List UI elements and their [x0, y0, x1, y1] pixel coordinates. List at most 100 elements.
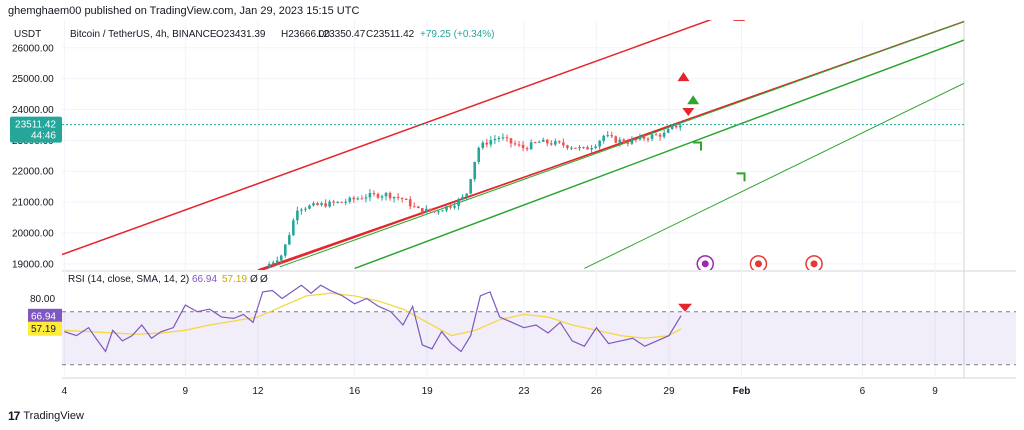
candle-body: [594, 146, 597, 148]
candle-body: [642, 136, 646, 139]
time-tick-label: 26: [591, 386, 603, 397]
price-tick-label: 19000.00: [12, 259, 54, 270]
candle-body: [384, 193, 388, 197]
candle-body: [396, 196, 400, 198]
candle-body: [473, 161, 477, 180]
candle-body: [562, 142, 565, 146]
candle-body: [308, 205, 311, 209]
candle-body: [292, 220, 295, 236]
candle-body: [634, 139, 638, 141]
countdown-label: 44:46: [31, 131, 56, 142]
green-line-thin-upper[interactable]: [279, 21, 964, 268]
candle-body: [626, 142, 630, 144]
time-tick-label: 12: [252, 386, 264, 397]
candle-body: [412, 206, 416, 208]
candle-body: [288, 235, 291, 245]
candle-body: [461, 196, 464, 200]
candle-body: [558, 141, 561, 143]
candle-body: [469, 179, 472, 194]
tradingview-logo[interactable]: 17 TradingView: [8, 409, 84, 423]
rsi-line: [64, 284, 682, 353]
price-pane[interactable]: [62, 8, 964, 272]
candle-body: [521, 144, 525, 149]
last-price-tag[interactable]: [10, 116, 62, 143]
candle-body: [312, 203, 315, 206]
published-header: ghemghaem00 published on TradingView.com…: [8, 5, 360, 17]
ohlc-open: O23431.39: [216, 29, 266, 40]
candle-body: [578, 147, 581, 149]
candle-body: [372, 193, 376, 195]
rsi-ma-value: 57.19: [222, 274, 247, 285]
candle-body: [457, 199, 460, 206]
candle-body: [340, 201, 344, 203]
candle-body: [549, 143, 553, 145]
candle-body: [465, 193, 468, 197]
candle-body: [368, 193, 372, 198]
candle-body: [425, 208, 428, 213]
candle-body: [356, 198, 360, 200]
candle-body: [332, 201, 335, 203]
red-channel-lower[interactable]: [257, 124, 675, 270]
price-tick-label: 24000.00: [12, 105, 54, 116]
candle-body: [453, 205, 456, 208]
rsi-label[interactable]: RSI (14, close, SMA, 14, 2): [68, 274, 189, 285]
candle-body: [618, 139, 622, 143]
rsi-pane[interactable]: [62, 284, 1016, 366]
last-price-label: 23511.42: [15, 120, 56, 131]
candle-body: [533, 142, 537, 144]
event-icon-2-dot: [754, 260, 762, 268]
candle-body: [283, 244, 287, 256]
candle-body: [336, 201, 339, 203]
candle-body: [614, 136, 618, 143]
candle-body: [541, 139, 545, 142]
candle-body: [509, 138, 513, 144]
candle-body: [678, 125, 682, 128]
time-tick-label: Feb: [733, 386, 751, 397]
candle-body: [485, 142, 489, 145]
candle-body: [388, 193, 392, 199]
candle-body: [477, 147, 481, 162]
candle-body: [654, 134, 658, 136]
candle-body: [376, 193, 380, 198]
candle-body: [537, 141, 541, 143]
candle-body: [570, 147, 573, 149]
candle-body: [267, 264, 271, 267]
symbol-label[interactable]: Bitcoin / TetherUS, 4h, BINANCE: [70, 29, 217, 40]
candle-body: [300, 209, 303, 211]
red-arrow-top: [733, 20, 746, 21]
candle-body: [344, 201, 348, 203]
tradingview-brand: TradingView: [23, 410, 84, 422]
candle-body: [408, 199, 412, 207]
red-channel-upper[interactable]: [62, 8, 744, 256]
candle-body: [316, 203, 319, 206]
candle-body: [416, 206, 420, 209]
time-tick-label: 29: [663, 386, 675, 397]
green-line-main[interactable]: [354, 39, 964, 270]
candle-body: [275, 260, 279, 263]
green-corner-1: [692, 141, 702, 151]
rsi-red-marker: [678, 303, 693, 312]
rsi-ma-tag-label: 57.19: [31, 324, 56, 335]
candle-body: [582, 147, 585, 149]
price-tick-label: 20000.00: [12, 228, 54, 239]
candle-body: [493, 139, 497, 141]
candle-body: [497, 138, 501, 140]
candle-body: [590, 147, 593, 150]
rsi-ma-tag: [28, 321, 62, 336]
ohlc-close: C23511.42: [366, 29, 415, 40]
candle-body: [441, 210, 444, 212]
time-tick-label: 19: [422, 386, 434, 397]
candle-body: [554, 141, 557, 145]
candle-body: [449, 206, 452, 208]
candle-body: [271, 262, 275, 265]
rsi-band-fill: [62, 311, 1016, 365]
candle-body: [513, 143, 517, 145]
rsi-extra-2: Ø: [260, 274, 268, 285]
candle-body: [364, 197, 368, 199]
green-line-thin-lower[interactable]: [584, 82, 964, 269]
candle-body: [489, 140, 493, 145]
candle-body: [610, 135, 614, 137]
candle-body: [505, 137, 509, 139]
candle-body: [320, 203, 323, 206]
